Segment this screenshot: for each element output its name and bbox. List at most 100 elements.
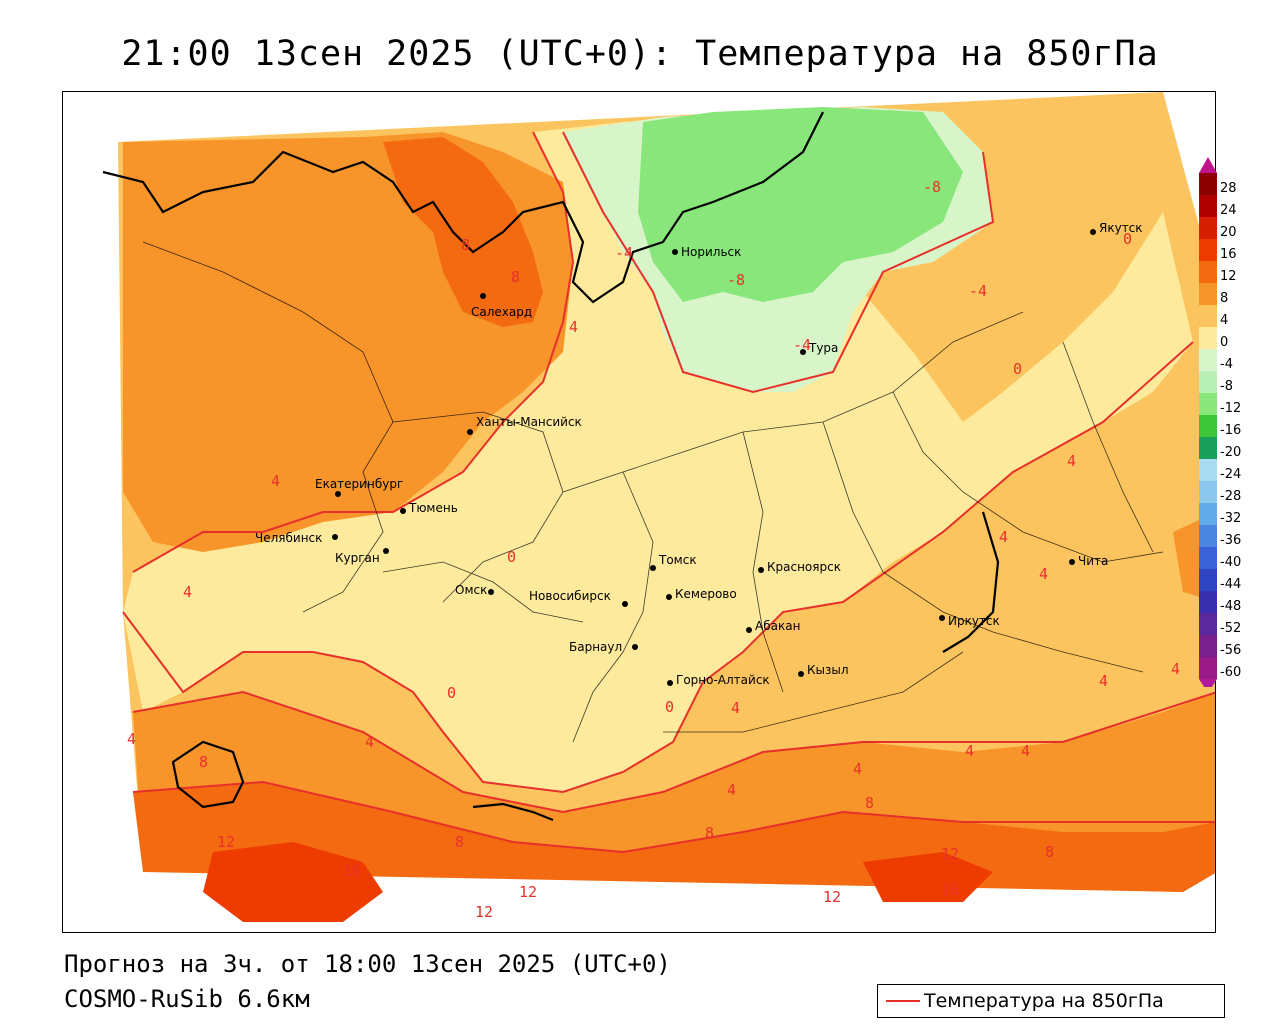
scale-tick-label: 4 [1220, 313, 1229, 328]
city-kurgan[interactable]: Курган [335, 548, 389, 565]
scale-tick-label: 28 [1220, 181, 1237, 196]
scale-cell [1199, 525, 1217, 547]
iso-label: 4 [727, 781, 736, 799]
city-tura[interactable]: Тура [800, 341, 838, 355]
scale-tick-label: -12 [1220, 401, 1242, 416]
iso-label: -4 [793, 336, 811, 354]
city-tomsk[interactable]: Томск [650, 553, 697, 571]
forecast-info: Прогноз на 3ч. от 18:00 13сен 2025 (UTC+… [64, 950, 671, 978]
model-name: COSMO-RuSib 6.6км [64, 985, 310, 1013]
scale-tick-label: -28 [1220, 489, 1242, 504]
svg-text:Ханты-Мансийск: Ханты-Мансийск [476, 415, 582, 429]
iso-label: 4 [1099, 672, 1108, 690]
scale-cell [1199, 217, 1217, 239]
scale-tick-label: -56 [1220, 643, 1242, 658]
svg-text:Кызыл: Кызыл [807, 663, 849, 677]
city-barnaul[interactable]: Барнаул [569, 640, 638, 654]
iso-label: 8 [199, 753, 208, 771]
line-legend: Температура на 850гПа [877, 984, 1225, 1018]
map-frame: Норильск Салехард Тура Якутск Ханты-Манс… [62, 91, 1216, 933]
scale-tick-label: -44 [1220, 577, 1242, 592]
scale-cell [1199, 393, 1217, 415]
city-omsk[interactable]: Омск [455, 583, 494, 597]
scale-arrow-bottom [1199, 679, 1217, 687]
city-irkutsk[interactable]: Иркутск [939, 614, 1000, 628]
coastlines [102, 111, 1000, 822]
iso-label: 4 [1039, 565, 1048, 583]
iso-label: 8 [511, 268, 520, 286]
svg-text:Тура: Тура [808, 341, 838, 355]
scale-tick-label: -32 [1220, 511, 1242, 526]
scale-tick-label: 24 [1220, 203, 1237, 218]
city-tyumen[interactable]: Тюмень [400, 501, 458, 515]
iso-label: 4 [965, 742, 974, 760]
iso-label: 0 [1123, 230, 1132, 248]
iso-label: -8 [727, 271, 745, 289]
svg-text:Новосибирск: Новосибирск [529, 589, 611, 603]
svg-text:Иркутск: Иркутск [948, 614, 1000, 628]
iso-label: -4 [615, 244, 633, 262]
scale-cell [1199, 481, 1217, 503]
city-novosibirsk[interactable]: Новосибирск [529, 589, 628, 607]
svg-text:Барнаул: Барнаул [569, 640, 622, 654]
scale-tick-label: -24 [1220, 467, 1242, 482]
legend-line-label: Температура на 850гПа [924, 990, 1164, 1012]
city-norilsk[interactable]: Норильск [672, 245, 741, 259]
scale-cell [1199, 261, 1217, 283]
scale-tick-label: 0 [1220, 335, 1229, 350]
svg-text:Екатеринбург: Екатеринбург [315, 477, 403, 491]
city-krasnoyarsk[interactable]: Красноярск [758, 560, 841, 574]
iso-label: 8 [461, 236, 470, 254]
city-markers: Норильск Салехард Тура Якутск Ханты-Манс… [255, 221, 1143, 687]
svg-text:Курган: Курган [335, 551, 380, 565]
city-khanty-mansiysk[interactable]: Ханты-Мансийск [467, 415, 582, 435]
city-chita[interactable]: Чита [1069, 554, 1108, 568]
svg-text:Челябинск: Челябинск [255, 531, 322, 545]
city-yekaterinburg[interactable]: Екатеринбург [315, 477, 403, 497]
city-kyzyl[interactable]: Кызыл [798, 663, 849, 677]
iso-label: -4 [969, 282, 987, 300]
iso-label: 8 [865, 794, 874, 812]
region-boundaries [142, 241, 1164, 743]
scale-arrow-top [1199, 157, 1217, 173]
scale-cell [1199, 283, 1217, 305]
zone-16-20-sw [203, 842, 383, 922]
svg-text:Абакан: Абакан [755, 619, 800, 633]
scale-cell [1199, 657, 1217, 679]
iso-label: 4 [365, 733, 374, 751]
city-gorno-altaysk[interactable]: Горно-Алтайск [667, 673, 770, 687]
temperature-map: Норильск Салехард Тура Якутск Ханты-Манс… [102, 92, 1215, 922]
iso-label: 0 [447, 684, 456, 702]
iso-label: 4 [569, 318, 578, 336]
iso-label: 12 [823, 888, 841, 906]
scale-tick-label: -20 [1220, 445, 1242, 460]
iso-label: 4 [853, 760, 862, 778]
svg-text:Горно-Алтайск: Горно-Алтайск [676, 673, 770, 687]
iso-label: 4 [183, 583, 192, 601]
iso-label: 8 [705, 824, 714, 842]
city-abakan[interactable]: Абакан [746, 619, 800, 633]
city-chelyabinsk[interactable]: Челябинск [255, 531, 338, 545]
scale-cell [1199, 459, 1217, 481]
scale-tick-label: -52 [1220, 621, 1242, 636]
city-salekhard[interactable]: Салехард [471, 293, 532, 319]
scale-tick-label: -8 [1220, 379, 1233, 394]
iso-label: 16 [343, 862, 361, 880]
scale-cell [1199, 371, 1217, 393]
svg-text:Якутск: Якутск [1099, 221, 1143, 235]
scale-tick-label: -4 [1220, 357, 1233, 372]
scale-tick-label: -36 [1220, 533, 1242, 548]
city-yakutsk[interactable]: Якутск [1090, 221, 1143, 235]
scale-tick-label: 8 [1220, 291, 1229, 306]
svg-text:Салехард: Салехард [471, 305, 532, 319]
iso-label: 0 [665, 698, 674, 716]
svg-text:Чита: Чита [1078, 554, 1108, 568]
scale-cell [1199, 503, 1217, 525]
iso-label: 4 [999, 528, 1008, 546]
scale-cell [1199, 349, 1217, 371]
scale-cell [1199, 547, 1217, 569]
scale-cell [1199, 635, 1217, 657]
scale-cell [1199, 415, 1217, 437]
scale-tick-label: 16 [1220, 247, 1237, 262]
city-kemerovo[interactable]: Кемерово [666, 587, 737, 601]
